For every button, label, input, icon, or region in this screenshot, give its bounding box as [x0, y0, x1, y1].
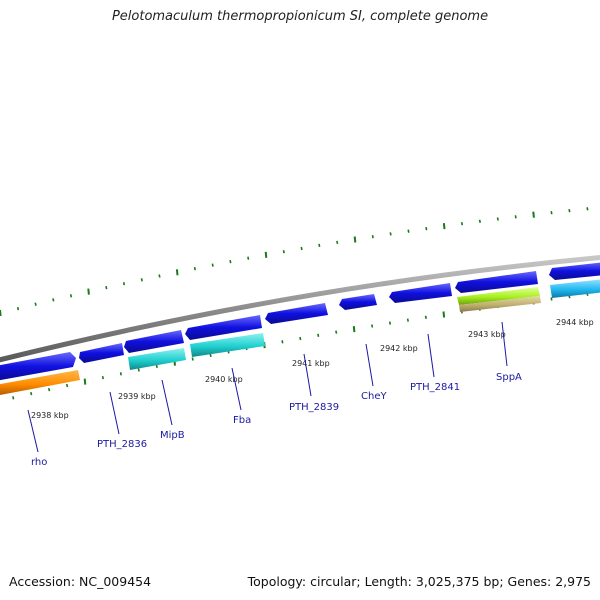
- kbp-label: 2944 kbp: [556, 318, 594, 327]
- kbp-label: 2943 kbp: [468, 330, 506, 339]
- cds-feature[interactable]: [185, 315, 262, 340]
- orange-feature[interactable]: [0, 370, 80, 396]
- sky-feature[interactable]: [550, 279, 600, 298]
- cyan-feature[interactable]: [128, 348, 186, 370]
- gene-label-pth-2836[interactable]: PTH_2836: [97, 439, 147, 450]
- minor-tick: [514, 215, 517, 219]
- minor-tick: [371, 324, 374, 328]
- major-tick: [87, 288, 90, 295]
- minor-tick: [229, 259, 232, 264]
- minor-tick: [158, 274, 161, 278]
- minor-tick: [586, 207, 589, 211]
- map-title: Pelotomaculum thermopropionicum SI, comp…: [111, 9, 489, 24]
- cds-feature[interactable]: [0, 352, 76, 381]
- minor-tick: [193, 266, 196, 271]
- minor-tick: [34, 302, 37, 306]
- feature-annotation-track: [0, 279, 600, 396]
- minor-tick: [48, 387, 51, 392]
- cds-feature[interactable]: [455, 271, 538, 293]
- major-tick: [442, 223, 446, 230]
- major-tick: [352, 326, 356, 333]
- cds-forward-track: [0, 262, 600, 381]
- minor-tick: [300, 246, 303, 251]
- cds-feature[interactable]: [265, 303, 328, 324]
- minor-tick: [318, 243, 321, 248]
- major-tick: [532, 211, 535, 218]
- minor-tick: [155, 364, 158, 368]
- minor-tick: [211, 263, 214, 267]
- minor-tick: [550, 211, 553, 215]
- minor-tick: [425, 226, 428, 231]
- gene-label-fba[interactable]: Fba: [233, 415, 251, 426]
- cds-feature[interactable]: [549, 262, 600, 280]
- kbp-scale: 2938 kbp 2939 kbp 2940 kbp 2941 kbp 2942…: [31, 318, 594, 420]
- minor-tick: [478, 219, 481, 223]
- gene-label-rho[interactable]: rho: [31, 457, 47, 468]
- minor-tick: [247, 256, 250, 260]
- major-tick: [264, 251, 268, 258]
- minor-tick: [550, 297, 553, 301]
- genome-summary-text: Topology: circular; Length: 3,025,375 bp…: [247, 574, 591, 589]
- minor-tick: [371, 235, 374, 239]
- gene-labels: rho PTH_2836 MipB Fba PTH_2839 CheY PTH_…: [31, 372, 522, 468]
- minor-tick: [299, 336, 302, 341]
- minor-tick: [119, 372, 122, 376]
- minor-tick: [105, 285, 108, 290]
- minor-tick: [191, 357, 194, 361]
- minor-tick: [101, 375, 104, 380]
- cyan-feature[interactable]: [190, 333, 265, 357]
- minor-tick: [209, 353, 212, 358]
- gene-label-chey[interactable]: CheY: [361, 391, 387, 402]
- lime-feature[interactable]: [457, 287, 540, 305]
- tan-feature[interactable]: [459, 296, 541, 312]
- major-tick: [442, 311, 446, 318]
- cds-feature[interactable]: [124, 330, 184, 353]
- gene-label-pth-2841[interactable]: PTH_2841: [410, 382, 460, 393]
- major-tick: [175, 269, 179, 276]
- major-tick: [0, 309, 2, 317]
- minor-tick: [52, 298, 55, 302]
- outer-tick-ring: [0, 207, 589, 317]
- minor-tick: [12, 396, 15, 400]
- minor-tick: [406, 318, 409, 322]
- kbp-label: 2940 kbp: [205, 375, 243, 384]
- minor-tick: [317, 333, 320, 337]
- gene-label-pth-2839[interactable]: PTH_2839: [289, 402, 339, 413]
- minor-tick: [16, 306, 20, 311]
- cds-feature[interactable]: [389, 283, 452, 303]
- minor-tick: [69, 294, 73, 298]
- genome-backbone: [0, 254, 600, 363]
- kbp-label: 2941 kbp: [292, 359, 330, 368]
- cds-feature[interactable]: [339, 294, 377, 310]
- minor-tick: [388, 321, 392, 325]
- kbp-label: 2942 kbp: [380, 344, 418, 353]
- minor-tick: [460, 222, 464, 226]
- kbp-label: 2938 kbp: [31, 411, 69, 420]
- major-tick: [353, 236, 357, 243]
- gene-label-sppa[interactable]: SppA: [496, 372, 522, 383]
- minor-tick: [30, 391, 33, 396]
- minor-tick: [122, 282, 126, 286]
- minor-tick: [137, 368, 140, 372]
- accession-text: Accession: NC_009454: [9, 574, 152, 589]
- minor-tick: [568, 209, 571, 213]
- minor-tick: [282, 250, 285, 254]
- minor-tick: [389, 232, 392, 236]
- major-tick: [83, 378, 87, 385]
- minor-tick: [496, 217, 499, 221]
- minor-tick: [281, 340, 284, 344]
- minor-tick: [335, 330, 338, 334]
- gene-label-mipb[interactable]: MipB: [160, 430, 185, 441]
- cds-feature[interactable]: [79, 343, 124, 363]
- minor-tick: [66, 383, 69, 388]
- minor-tick: [407, 229, 410, 233]
- kbp-label: 2939 kbp: [118, 392, 156, 401]
- minor-tick: [140, 278, 143, 282]
- minor-tick: [336, 240, 339, 245]
- gene-leader-lines: [27, 321, 508, 453]
- minor-tick: [424, 315, 427, 319]
